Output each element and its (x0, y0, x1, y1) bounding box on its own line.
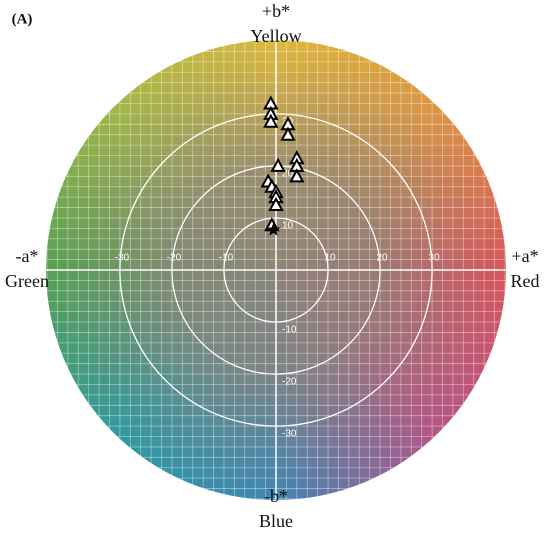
y-tick-label: -10 (282, 325, 297, 336)
axis-sign: -b* (264, 486, 288, 506)
axis-label: Red (511, 271, 540, 291)
y-tick-label: 20 (282, 169, 294, 180)
axis-sign: +a* (511, 246, 538, 266)
x-tick-label: 20 (377, 253, 389, 264)
y-tick-label: 10 (282, 221, 294, 232)
x-tick-label: -30 (115, 253, 130, 264)
x-tick-label: -10 (219, 253, 234, 264)
panel-label: (A) (12, 11, 33, 27)
triangle-point (268, 196, 284, 211)
axis-sign: +b* (262, 1, 290, 21)
axis-label: Green (5, 271, 49, 291)
triangle-point (280, 126, 296, 141)
y-tick-label: -20 (282, 377, 297, 388)
triangle-point (289, 168, 305, 183)
triangle-point (263, 113, 279, 128)
y-tick-label: -30 (282, 429, 297, 440)
star-point (266, 222, 281, 236)
x-tick-label: -20 (167, 253, 182, 264)
x-tick-label: 30 (429, 253, 441, 264)
axis-sign: -a* (16, 246, 39, 266)
triangle-point (270, 157, 286, 172)
axis-label: Blue (259, 511, 293, 531)
x-tick-label: 10 (324, 253, 336, 264)
axis-label: Yellow (250, 26, 301, 46)
